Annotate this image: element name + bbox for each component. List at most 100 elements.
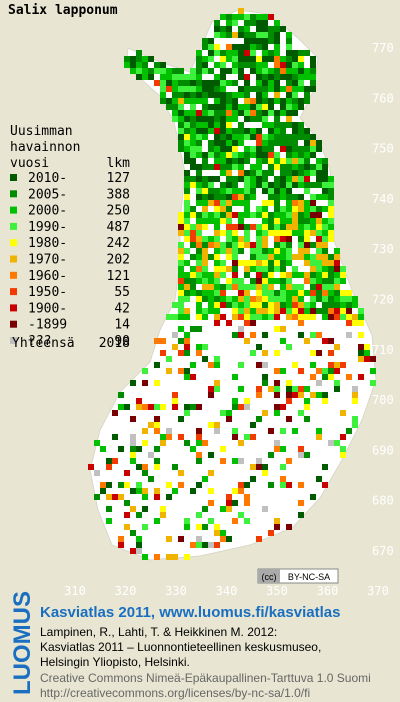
grid-square xyxy=(220,164,226,170)
grid-square xyxy=(208,236,214,242)
grid-square xyxy=(232,194,238,200)
grid-square xyxy=(244,182,250,188)
grid-square xyxy=(190,266,196,272)
grid-square xyxy=(286,80,292,86)
grid-square xyxy=(256,266,262,272)
grid-square xyxy=(184,110,190,116)
grid-square xyxy=(154,494,160,500)
grid-square xyxy=(214,302,220,308)
grid-square xyxy=(292,428,298,434)
grid-square xyxy=(244,200,250,206)
legend-count: 127 xyxy=(107,171,130,186)
grid-square xyxy=(340,314,346,320)
grid-square xyxy=(322,374,328,380)
grid-square xyxy=(328,296,334,302)
grid-square xyxy=(190,278,196,284)
grid-square xyxy=(358,320,364,326)
grid-square xyxy=(238,200,244,206)
grid-square xyxy=(172,332,178,338)
grid-square xyxy=(214,110,220,116)
grid-square xyxy=(298,500,304,506)
grid-square xyxy=(262,464,268,470)
grid-square xyxy=(196,542,202,548)
grid-square xyxy=(286,380,292,386)
grid-square xyxy=(262,56,268,62)
grid-square xyxy=(196,80,202,86)
grid-square xyxy=(256,26,262,32)
grid-square xyxy=(220,140,226,146)
legend-count: 14 xyxy=(114,318,130,333)
grid-square xyxy=(274,212,280,218)
y-tick-label: 680 xyxy=(372,494,394,508)
license-line: http://creativecommons.org/licenses/by-n… xyxy=(40,686,310,700)
grid-square xyxy=(166,98,172,104)
grid-square xyxy=(202,188,208,194)
grid-square xyxy=(328,218,334,224)
grid-square xyxy=(178,284,184,290)
grid-square xyxy=(286,122,292,128)
grid-square xyxy=(322,224,328,230)
grid-square xyxy=(196,536,202,542)
grid-square xyxy=(226,32,232,38)
grid-square xyxy=(208,110,214,116)
grid-square xyxy=(208,272,214,278)
grid-square xyxy=(220,86,226,92)
grid-square xyxy=(220,200,226,206)
grid-square xyxy=(190,254,196,260)
grid-square xyxy=(292,302,298,308)
grid-square xyxy=(346,374,352,380)
grid-square xyxy=(94,494,100,500)
grid-square xyxy=(310,314,316,320)
grid-square xyxy=(262,146,268,152)
grid-square xyxy=(124,470,130,476)
grid-square xyxy=(280,404,286,410)
grid-square xyxy=(256,68,262,74)
grid-square xyxy=(202,104,208,110)
grid-square xyxy=(262,206,268,212)
grid-square xyxy=(208,176,214,182)
legend-label: 1900- xyxy=(28,301,67,316)
y-tick-label: 750 xyxy=(372,142,394,156)
grid-square xyxy=(298,410,304,416)
grid-square xyxy=(142,464,148,470)
grid-square xyxy=(292,218,298,224)
grid-square xyxy=(250,254,256,260)
grid-square xyxy=(214,230,220,236)
grid-square xyxy=(286,392,292,398)
grid-square xyxy=(196,200,202,206)
grid-square xyxy=(304,86,310,92)
grid-square xyxy=(250,38,256,44)
grid-square xyxy=(250,116,256,122)
grid-square xyxy=(286,212,292,218)
grid-square xyxy=(262,134,268,140)
grid-square xyxy=(286,416,292,422)
grid-square xyxy=(298,86,304,92)
grid-square xyxy=(268,182,274,188)
grid-square xyxy=(136,50,142,56)
grid-square xyxy=(220,152,226,158)
legend-label: 2000- xyxy=(28,204,67,219)
grid-square xyxy=(286,290,292,296)
legend-label: 1960- xyxy=(28,269,67,284)
grid-square xyxy=(244,302,250,308)
grid-square xyxy=(244,62,250,68)
grid-square xyxy=(286,152,292,158)
grid-square xyxy=(184,332,190,338)
grid-square xyxy=(274,524,280,530)
grid-square xyxy=(184,314,190,320)
grid-square xyxy=(184,554,190,560)
x-tick-label: 320 xyxy=(115,584,137,598)
grid-square xyxy=(220,302,226,308)
grid-square xyxy=(190,140,196,146)
grid-square xyxy=(202,98,208,104)
grid-square xyxy=(328,188,334,194)
grid-square xyxy=(160,404,166,410)
grid-square xyxy=(208,86,214,92)
grid-square xyxy=(196,404,202,410)
grid-square xyxy=(244,212,250,218)
grid-square xyxy=(112,410,118,416)
grid-square xyxy=(136,542,142,548)
grid-square xyxy=(322,272,328,278)
legend-col-count: lkm xyxy=(107,156,131,171)
grid-square xyxy=(226,218,232,224)
